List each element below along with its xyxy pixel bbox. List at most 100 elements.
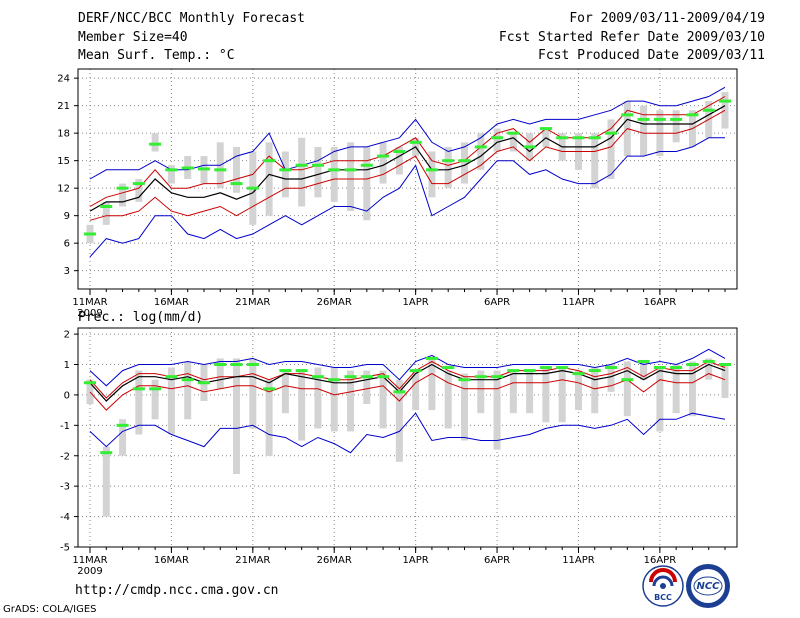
- x-tick-label: 11MAR: [72, 555, 107, 566]
- x-year-label: 2009: [77, 566, 102, 577]
- spread-box: [444, 370, 452, 429]
- spread-box: [542, 367, 550, 423]
- median-marker: [686, 363, 699, 366]
- spread-box: [233, 146, 241, 193]
- y-tick-label: 6: [64, 239, 70, 250]
- median-marker: [214, 363, 227, 366]
- median-marker: [377, 154, 390, 158]
- median-marker: [214, 168, 227, 172]
- series-line-upper: [89, 96, 726, 207]
- median-marker: [230, 363, 243, 366]
- member-size: Member Size=40: [78, 30, 188, 45]
- spread-box: [493, 128, 501, 152]
- spread-box: [102, 446, 110, 517]
- series-line-mean: [89, 363, 726, 402]
- spread-box: [607, 119, 615, 179]
- spread-box: [363, 370, 371, 405]
- median-marker: [100, 205, 113, 208]
- median-marker: [181, 378, 194, 382]
- x-tick-label: 11APR: [562, 555, 595, 566]
- median-marker: [132, 387, 145, 391]
- spread-box: [363, 146, 371, 221]
- y-tick-label: 21: [57, 101, 70, 112]
- spread-box: [151, 379, 159, 420]
- median-marker: [458, 159, 471, 163]
- y-tick-label: 15: [57, 156, 70, 167]
- median-marker: [360, 163, 373, 167]
- median-marker: [116, 186, 129, 190]
- chart-title: DERF/NCC/BCC Monthly Forecast: [78, 11, 305, 26]
- median-marker: [572, 136, 585, 140]
- median-marker: [702, 359, 715, 363]
- spread-box: [395, 379, 403, 462]
- y-tick-label: 12: [57, 184, 70, 195]
- median-marker: [653, 117, 666, 121]
- x-tick-label: 16APR: [644, 297, 677, 308]
- median-marker: [621, 378, 634, 382]
- median-marker: [491, 136, 504, 140]
- median-marker: [442, 159, 455, 163]
- median-marker: [344, 168, 357, 172]
- spread-box: [640, 105, 648, 157]
- median-marker: [409, 369, 422, 373]
- median-marker: [425, 356, 438, 360]
- spread-box: [721, 364, 729, 398]
- x-tick-label: 11APR: [562, 297, 595, 308]
- x-tick-label: 1APR: [403, 297, 429, 308]
- median-marker: [670, 366, 683, 370]
- median-marker: [295, 163, 308, 167]
- spread-box: [428, 358, 436, 411]
- spread-box: [233, 358, 241, 474]
- median-marker: [556, 136, 569, 140]
- median-marker: [653, 366, 666, 370]
- y-tick-label: -1: [60, 421, 70, 432]
- median-marker: [360, 375, 373, 379]
- median-marker: [556, 366, 569, 370]
- spread-box: [86, 379, 94, 405]
- y-tick-label: 18: [57, 129, 70, 140]
- y-tick-label: -2: [60, 451, 70, 462]
- median-marker: [328, 378, 341, 382]
- series-line-lower: [89, 109, 726, 221]
- spread-box: [135, 179, 143, 202]
- median-marker: [344, 375, 357, 379]
- plot-frame: [77, 68, 738, 290]
- spread-box: [298, 370, 306, 441]
- spread-box: [314, 367, 322, 429]
- spread-box: [477, 133, 485, 170]
- spread-box: [119, 419, 127, 456]
- y-tick-label: 1: [64, 360, 70, 371]
- spread-box: [265, 379, 273, 456]
- median-marker: [84, 381, 96, 385]
- median-marker: [637, 117, 650, 121]
- plot-frame: [77, 327, 738, 548]
- spread-box: [281, 151, 289, 198]
- median-marker: [719, 363, 731, 366]
- median-marker: [116, 423, 129, 427]
- spread-box: [167, 165, 175, 184]
- variable-label-precipitation: Prec.: log(mm/d): [78, 310, 204, 325]
- spread-box: [412, 370, 420, 411]
- median-marker: [686, 113, 699, 117]
- spread-box: [102, 201, 110, 225]
- x-tick-label: 16MAR: [154, 297, 189, 308]
- median-marker: [197, 167, 210, 171]
- spread-box: [135, 370, 143, 435]
- median-marker: [425, 168, 438, 172]
- spread-box: [184, 361, 192, 420]
- median-marker: [279, 168, 292, 172]
- spread-box: [216, 358, 224, 389]
- median-marker: [474, 375, 487, 379]
- median-marker: [474, 145, 487, 149]
- median-marker: [507, 369, 520, 373]
- series-line-max: [89, 348, 726, 387]
- spread-box: [493, 370, 501, 450]
- series-line-min: [89, 412, 726, 454]
- median-marker: [523, 369, 536, 373]
- series-line-upper: [89, 360, 726, 399]
- median-marker: [670, 117, 683, 121]
- median-marker: [539, 366, 552, 370]
- spread-box: [607, 364, 615, 392]
- variable-label-temperature: Mean Surf. Temp.: °C: [78, 48, 235, 63]
